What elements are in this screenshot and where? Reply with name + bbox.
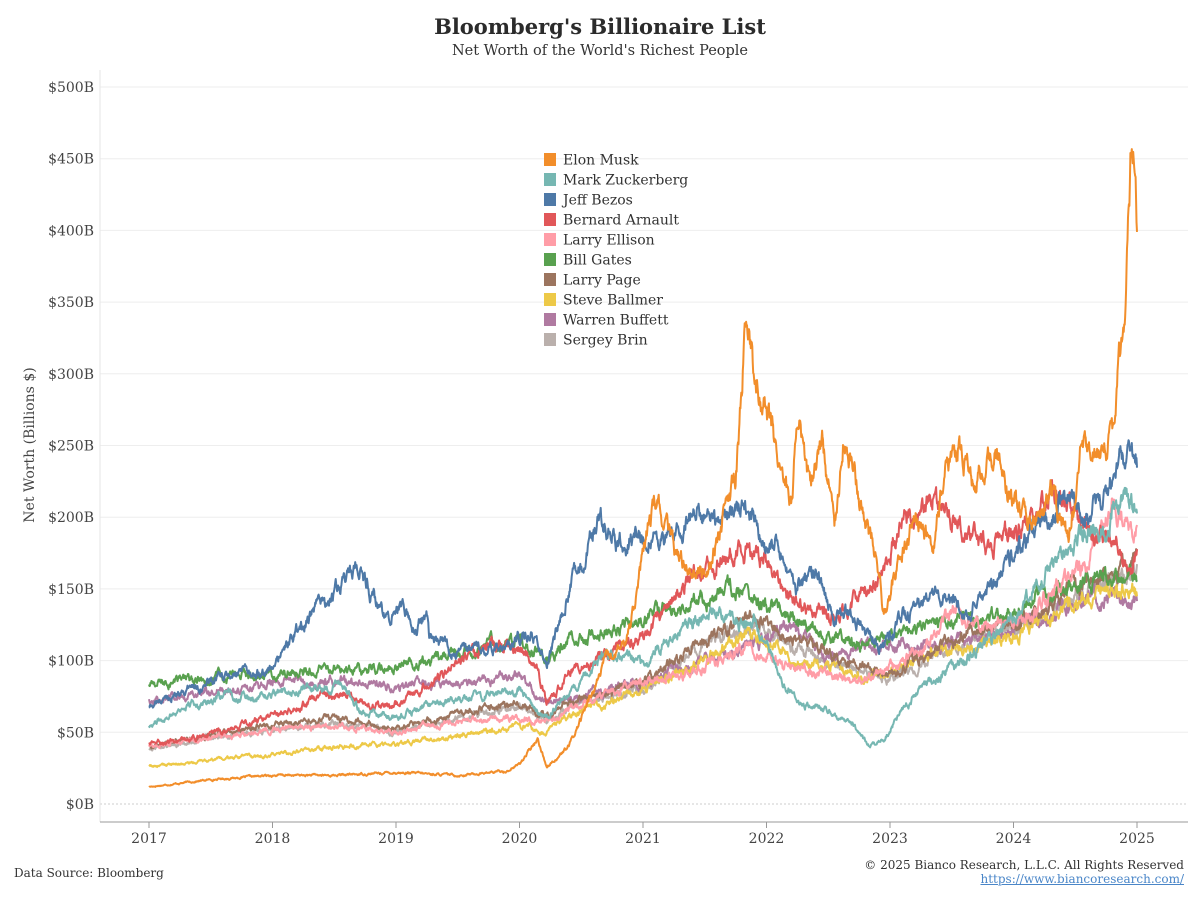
x-tick-label: 2023 [872, 831, 908, 847]
x-tick-label: 2024 [996, 831, 1032, 847]
legend-swatch [544, 153, 556, 166]
series-line-bill-gates [148, 563, 1138, 691]
y-tick-label: $50B [57, 725, 94, 741]
legend-label: Steve Ballmer [563, 293, 663, 309]
x-tick-label: 2025 [1119, 831, 1155, 847]
legend-label: Bernard Arnault [563, 213, 679, 229]
x-tick-label: 2021 [625, 831, 661, 847]
gridlines [100, 86, 1188, 805]
legend-label: Elon Musk [563, 153, 639, 169]
y-tick-label: $0B [66, 797, 94, 813]
series-line-jeff-bezos [148, 439, 1138, 709]
legend-swatch [544, 333, 556, 346]
legend-label: Larry Page [563, 273, 641, 289]
legend-swatch [544, 273, 556, 286]
y-axis-label: Net Worth (Billions $) [22, 367, 38, 522]
y-tick-label: $100B [48, 654, 94, 670]
legend-swatch [544, 213, 556, 226]
x-tick-label: 2018 [255, 831, 291, 847]
series-line-mark-zuckerberg [148, 486, 1138, 749]
y-tick-label: $200B [48, 510, 94, 526]
series-lines [148, 148, 1138, 788]
x-tick-label: 2017 [131, 831, 167, 847]
legend-swatch [544, 293, 556, 306]
y-tick-label: $500B [48, 80, 94, 96]
series-line-larry-ellison [148, 497, 1138, 750]
y-tick-label: $250B [48, 439, 94, 455]
chart-title: Bloomberg's Billionaire List [434, 14, 766, 39]
y-tick-label: $350B [48, 295, 94, 311]
data-source-note: Data Source: Bloomberg [14, 866, 164, 880]
series-line-elon-musk [148, 148, 1138, 788]
x-tick-label: 2020 [502, 831, 538, 847]
legend-swatch [544, 313, 556, 326]
chart-subtitle: Net Worth of the World's Richest People [451, 43, 749, 59]
legend-label: Bill Gates [563, 253, 632, 269]
website-link[interactable]: https://www.biancoresearch.com/ [980, 872, 1184, 886]
legend-label: Larry Ellison [563, 233, 655, 249]
legend-label: Sergey Brin [563, 333, 648, 349]
series-line-larry-page [148, 548, 1138, 750]
x-tick-label: 2019 [378, 831, 414, 847]
legend-label: Jeff Bezos [561, 193, 633, 209]
legend-swatch [544, 233, 556, 246]
copyright-text: © 2025 Bianco Research, L.L.C. All Right… [864, 858, 1184, 872]
legend: Elon Musk Mark Zuckerberg Jeff Bezos Bernar… [544, 153, 688, 349]
axes: $0B $50B $100B $150B $200B $250B $300B $350B $40… [48, 70, 1188, 847]
copyright-block: © 2025 Bianco Research, L.L.C. All Right… [864, 858, 1184, 886]
series-line-bernard-arnault [148, 479, 1138, 746]
legend-label: Warren Buffett [563, 313, 669, 329]
legend-swatch [544, 173, 556, 186]
y-tick-label: $300B [48, 367, 94, 383]
legend-swatch [544, 193, 556, 206]
legend-swatch [544, 253, 556, 266]
legend-label: Mark Zuckerberg [563, 173, 688, 189]
x-tick-label: 2022 [749, 831, 785, 847]
y-tick-label: $150B [48, 582, 94, 598]
y-tick-label: $450B [48, 152, 94, 168]
y-tick-label: $400B [48, 223, 94, 239]
